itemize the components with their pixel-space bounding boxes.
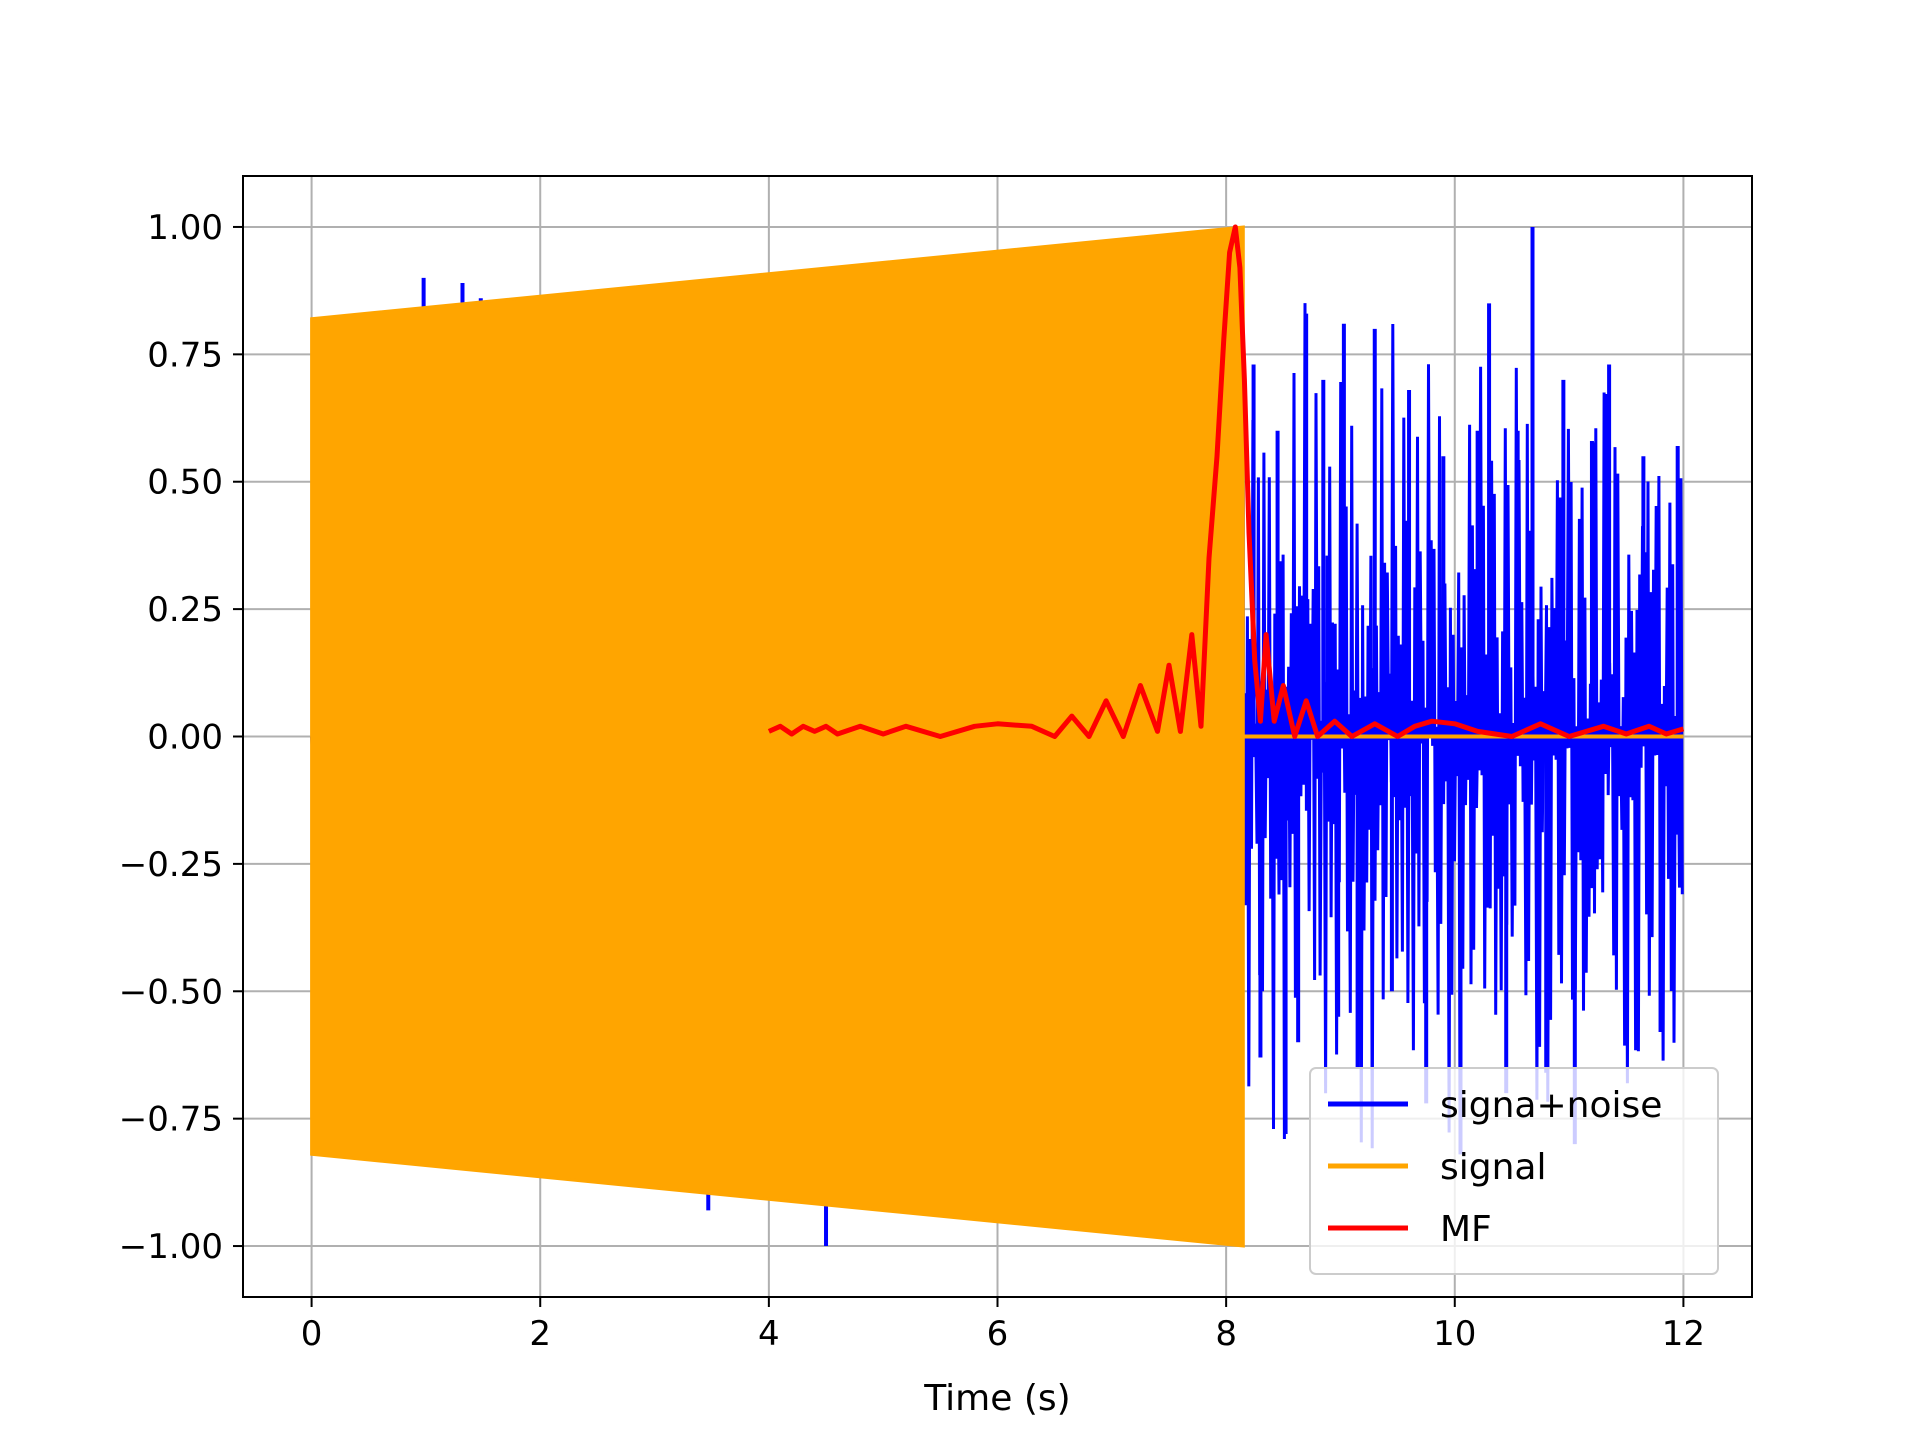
series-mf-line [767, 224, 1685, 739]
x-tick-label: 10 [1433, 1314, 1476, 1354]
legend-label: signa+noise [1440, 1085, 1662, 1126]
legend-box [1309, 1067, 1719, 1275]
x-tick-label: 8 [1215, 1314, 1237, 1354]
x-tick-label: 6 [987, 1314, 1009, 1354]
y-tick-label: −0.50 [119, 972, 223, 1012]
y-tick-label: 0.25 [147, 590, 223, 630]
y-tick-label: 0.50 [147, 463, 223, 503]
y-tick-label: 1.00 [147, 208, 223, 248]
y-tick-label: −1.00 [119, 1227, 223, 1267]
legend-label: MF [1440, 1209, 1492, 1250]
y-tick-label: −0.75 [119, 1100, 223, 1140]
x-tick-label: 0 [301, 1314, 323, 1354]
x-axis-label: Time (s) [923, 1378, 1070, 1419]
x-tick-label: 12 [1662, 1314, 1705, 1354]
series-signal-envelope [310, 225, 1245, 1248]
axis-ticks: 0 2 4 6 8 10 12 1.00 0.75 0.50 0.25 0.00 −0.25 −0.50 −… [119, 208, 1705, 1354]
legend-label: signal [1440, 1147, 1547, 1188]
x-tick-label: 2 [529, 1314, 551, 1354]
y-tick-label: 0.00 [147, 718, 223, 758]
y-tick-label: −0.25 [119, 845, 223, 885]
x-tick-label: 4 [758, 1314, 780, 1354]
legend: signa+noise signal MF [1309, 1067, 1719, 1275]
y-tick-label: 0.75 [147, 335, 223, 375]
